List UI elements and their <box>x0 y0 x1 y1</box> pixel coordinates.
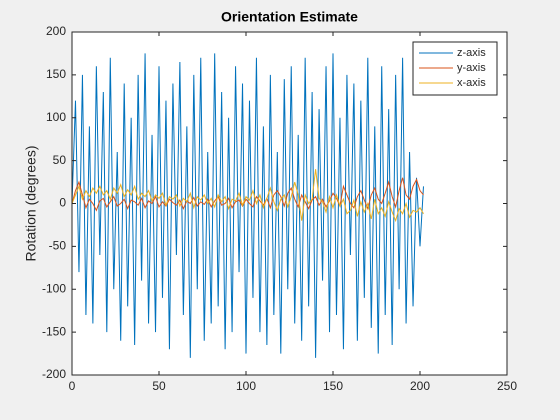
y-tick-label: 50 <box>53 153 67 167</box>
x-tick-label: 150 <box>323 379 343 393</box>
x-tick-label: 250 <box>497 379 517 393</box>
series-line <box>71 169 424 223</box>
y-tick-label: 0 <box>59 196 66 210</box>
x-tick-label: 200 <box>410 379 430 393</box>
x-tick-label: 100 <box>236 379 256 393</box>
y-tick-label: 200 <box>46 24 66 38</box>
legend-label: x-axis <box>457 77 486 89</box>
y-tick-label: 100 <box>46 110 66 124</box>
series-line <box>71 53 424 358</box>
x-tick-label: 50 <box>152 379 166 393</box>
y-tick-label: -100 <box>42 281 66 295</box>
chart-title: Orientation Estimate <box>221 9 358 25</box>
y-tick-label: 150 <box>46 67 66 81</box>
y-tick-label: -50 <box>49 239 67 253</box>
x-tick-label: 0 <box>69 379 76 393</box>
y-tick-label: -150 <box>42 324 66 338</box>
y-axis-label: Rotation (degrees) <box>23 146 39 262</box>
legend-label: y-axis <box>457 62 486 74</box>
legend-label: z-axis <box>457 47 486 59</box>
y-tick-label: -200 <box>42 367 66 381</box>
series-line <box>71 177 424 212</box>
